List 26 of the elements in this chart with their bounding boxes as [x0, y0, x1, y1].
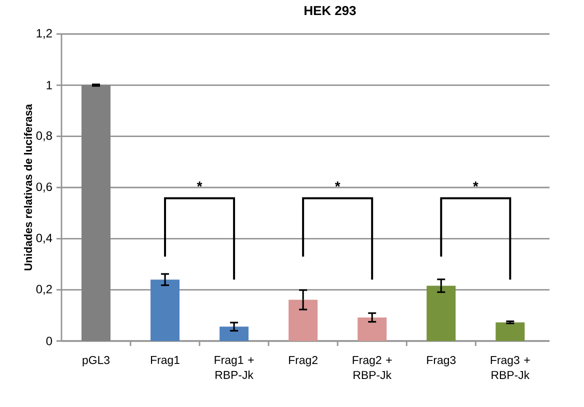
annotation: * — [196, 182, 202, 187]
x-tick-label: Frag1 + RBP-Jk — [214, 356, 254, 379]
y-tick-label: 0,8 — [36, 131, 52, 142]
x-tick-label: Frag2 + RBP-Jk — [352, 356, 392, 380]
x-tick-label: Frag3 + RBP-Jk — [490, 356, 530, 380]
bar — [220, 326, 249, 341]
y-tick-label: 0 — [46, 336, 52, 346]
y-tick-label: 0,2 — [36, 284, 52, 295]
y-axis-title: Unidades relativas de luciferasa — [24, 104, 32, 270]
bar — [82, 85, 110, 341]
bar — [426, 286, 456, 341]
x-tick-label: Frag3 — [427, 356, 456, 366]
bar — [150, 280, 180, 341]
y-tick-label: 0,4 — [36, 234, 52, 244]
annotation: * — [472, 182, 478, 187]
x-tick-label: Frag1 — [151, 356, 180, 366]
x-tick-label: Frag2 — [289, 356, 318, 366]
bar — [358, 317, 387, 341]
chart-title: HEK 293 — [304, 6, 356, 16]
bar — [496, 322, 525, 341]
y-tick-label: 1 — [46, 81, 52, 90]
bar — [288, 300, 318, 341]
annotation: * — [334, 182, 340, 187]
y-tick-label: 1,2 — [36, 29, 52, 39]
x-tick-label: pGL3 — [82, 356, 110, 366]
y-tick-label: 0,6 — [36, 182, 52, 192]
